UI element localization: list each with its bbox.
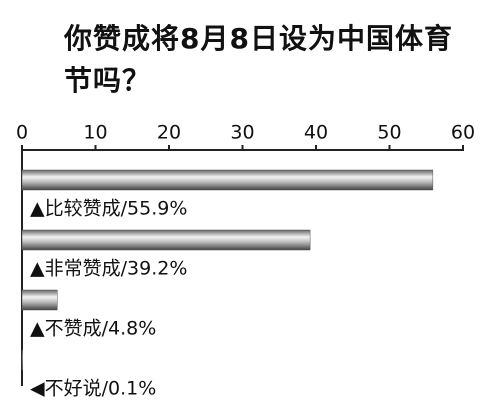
bar [21,169,434,191]
bar [21,349,23,371]
bar-label: ◀不好说/0.1% [30,378,156,400]
chart-title: 你赞成将8月8日设为中国体育节吗？ [64,22,453,97]
bar-label: ▲不赞成/4.8% [30,318,156,340]
bar [21,289,58,311]
x-tick-label: 30 [230,122,254,144]
bar-label: ▲非常赞成/39.2% [30,258,187,280]
x-tick-label: 50 [377,122,401,144]
x-tick-label: 40 [304,122,328,144]
bar-label: ▲比较赞成/55.9% [30,198,187,220]
x-tick-label: 60 [451,122,475,144]
x-tick-label: 10 [83,122,107,144]
bar [21,229,311,251]
x-tick-label: 20 [157,122,181,144]
x-tick-label: 0 [16,122,28,144]
